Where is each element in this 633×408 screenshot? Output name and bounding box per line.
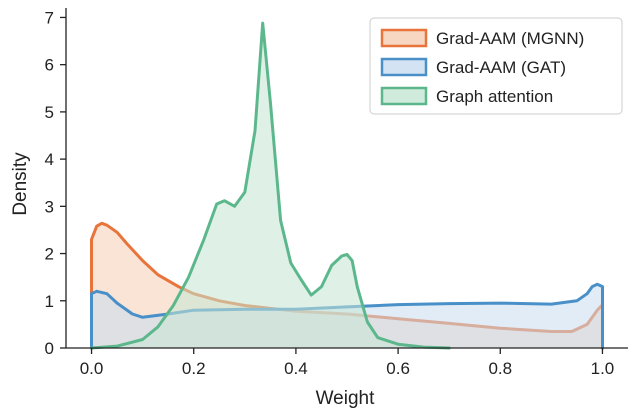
y-tick-label: 7 — [45, 8, 54, 27]
x-tick-label: 0.4 — [284, 359, 308, 378]
plot-area — [90, 21, 604, 350]
x-axis-label: Weight — [316, 388, 376, 408]
legend-box — [369, 17, 623, 115]
legend-swatch — [380, 28, 428, 48]
y-tick-label: 0 — [45, 339, 54, 358]
series-line-graph-attention — [90, 21, 451, 350]
legend-label: Grad-AAM (GAT) — [436, 58, 566, 77]
y-tick-label: 3 — [45, 197, 54, 216]
y-tick-label: 4 — [45, 150, 54, 169]
legend-swatch — [380, 57, 428, 77]
x-tick-label: 0.0 — [80, 359, 104, 378]
y-tick-label: 5 — [45, 103, 54, 122]
y-axis-label: Density — [10, 152, 31, 216]
y-tick-label: 1 — [45, 292, 54, 311]
legend-label: Graph attention — [436, 87, 553, 106]
x-tick-label: 0.8 — [488, 359, 512, 378]
x-tick-label: 0.6 — [386, 359, 410, 378]
y-tick-label: 2 — [45, 245, 54, 264]
legend-label: Grad-AAM (MGNN) — [436, 29, 584, 48]
axes: 0.0 0.2 0.4 0.6 0.8 1.0 0 1 2 3 4 5 6 7 — [45, 8, 628, 378]
x-tick-label: 0.2 — [182, 359, 206, 378]
legend-swatch — [380, 86, 428, 106]
y-tick-label: 6 — [45, 56, 54, 75]
x-tick-label: 1.0 — [591, 359, 615, 378]
series-area-graph-attention — [91, 23, 450, 348]
legend: Grad-AAM (MGNN) Grad-AAM (GAT) Graph atten… — [369, 17, 623, 115]
